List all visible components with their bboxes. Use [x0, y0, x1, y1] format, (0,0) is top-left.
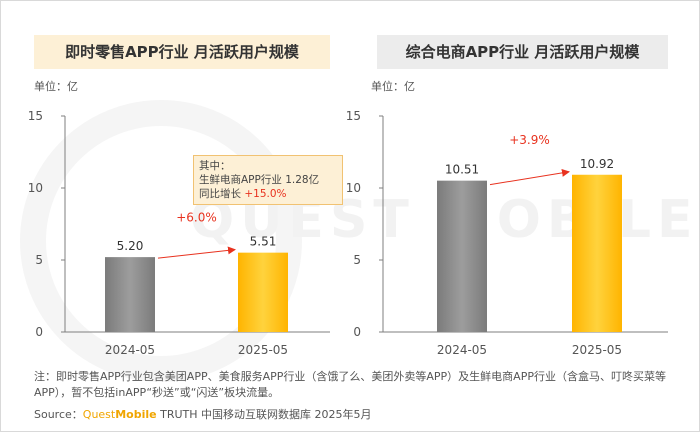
chart-1-y-tick-label: 0	[35, 325, 43, 339]
callout-line-3: 同比增长 +15.0%	[199, 187, 337, 201]
callout-line-2: 生鲜电商APP行业 1.28亿	[199, 173, 337, 187]
chart-2-value-label: 10.92	[580, 157, 614, 171]
chart-2-y-tick-label: 10	[346, 181, 361, 195]
source-prefix: Source：	[34, 408, 83, 421]
callout-line-3-value: +15.0%	[244, 188, 287, 200]
chart-1-category-label: 2024-05	[105, 343, 155, 357]
chart-1-value-label: 5.20	[117, 239, 144, 253]
source-brand-logo: QuestMobile	[82, 408, 157, 421]
callout-line-1: 其中：	[199, 160, 231, 172]
chart-2-y-tick-label: 15	[346, 109, 361, 123]
source-line: Source：QuestMobile TRUTH 中国移动互联网数据库 2025…	[34, 406, 372, 422]
chart-2-y-tick-label: 0	[353, 325, 361, 339]
chart-1-value-label: 5.51	[250, 235, 277, 249]
chart-1-category-label: 2025-05	[238, 343, 288, 357]
chart-1-growth-arrow	[157, 246, 236, 259]
chart-1-unit-label: 单位：亿	[34, 80, 78, 93]
chart-2-bar-2	[572, 174, 622, 332]
chart-2-y-tick-label: 5	[353, 253, 361, 267]
chart-2-category-label: 2024-05	[437, 343, 487, 357]
chart-2-bar-1	[437, 180, 487, 332]
chart-1-y-tick-label: 15	[28, 109, 43, 123]
footnote: 注：即时零售APP行业包含美团APP、美食服务APP行业（含饿了么、美团外卖等A…	[34, 370, 666, 399]
chart-1-title: 即时零售APP行业 月活跃用户规模	[34, 35, 330, 69]
chart-2-unit-label: 单位：亿	[371, 80, 415, 93]
chart-2-category-label: 2025-05	[572, 343, 622, 357]
chart-1-y-tick-label: 10	[28, 181, 43, 195]
source-suffix: TRUTH 中国移动互联网数据库 2025年5月	[156, 408, 372, 421]
callout-line-2-value: 1.28亿	[285, 174, 320, 186]
chart-1-growth-label: +6.0%	[176, 211, 217, 225]
chart-1-bar-2	[238, 252, 288, 332]
chart-1-bar-1	[105, 257, 155, 332]
callout-line-2-text: 生鲜电商APP行业	[199, 174, 286, 186]
chart-2-growth-arrow	[489, 168, 570, 186]
chart-2-value-label: 10.51	[445, 163, 479, 177]
chart-1-y-tick-label: 5	[35, 253, 43, 267]
chart-1-callout-box: 其中： 生鲜电商APP行业 1.28亿 同比增长 +15.0%	[193, 155, 343, 205]
chart-2-growth-label: +3.9%	[509, 133, 550, 147]
callout-line-3-text: 同比增长	[199, 188, 245, 200]
chart-2-title: 综合电商APP行业 月活跃用户规模	[377, 35, 668, 69]
